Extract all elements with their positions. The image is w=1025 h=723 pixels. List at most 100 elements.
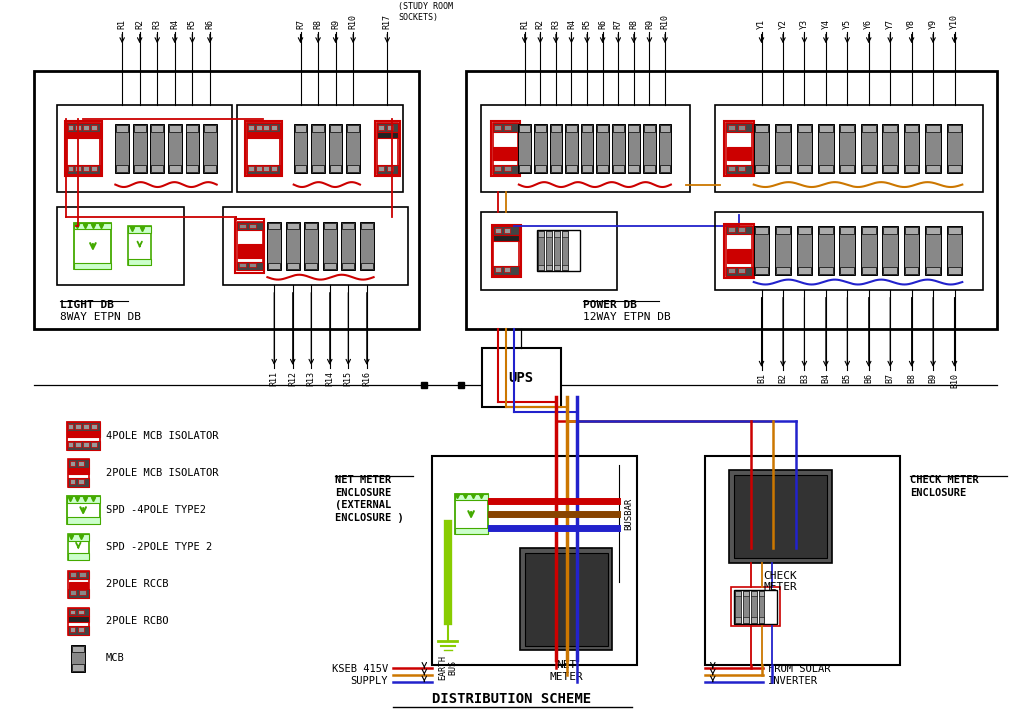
Bar <box>537 231 580 271</box>
Bar <box>495 228 501 234</box>
Bar <box>862 228 875 234</box>
Text: ENCLOSURE ): ENCLOSURE ) <box>334 513 404 523</box>
Bar <box>727 123 751 132</box>
Bar <box>535 125 545 132</box>
Text: R10: R10 <box>348 14 358 29</box>
Bar <box>294 165 306 172</box>
Bar <box>734 475 827 558</box>
Bar <box>731 587 780 626</box>
Bar <box>538 231 544 237</box>
Bar <box>493 226 519 235</box>
Bar <box>504 268 510 273</box>
Bar <box>550 165 562 172</box>
Bar <box>249 223 255 228</box>
Bar <box>68 589 89 598</box>
Bar <box>582 165 592 172</box>
Bar <box>78 609 84 615</box>
Bar <box>714 212 983 290</box>
Bar <box>73 664 84 671</box>
Bar <box>550 125 562 132</box>
Bar <box>67 441 99 450</box>
Text: Y8: Y8 <box>907 19 916 29</box>
Bar <box>627 124 641 173</box>
Bar <box>68 553 89 560</box>
Bar <box>546 231 552 237</box>
Bar <box>65 121 101 176</box>
Text: R16: R16 <box>362 371 371 386</box>
Bar <box>324 262 335 270</box>
Bar <box>83 442 89 447</box>
Text: Y1: Y1 <box>757 19 766 29</box>
Bar <box>70 627 76 632</box>
Text: R2: R2 <box>135 19 145 29</box>
Bar <box>294 125 306 132</box>
Bar <box>520 548 612 651</box>
Bar <box>743 591 749 596</box>
Bar <box>204 125 215 132</box>
Bar <box>248 166 254 171</box>
Bar <box>862 125 875 132</box>
Bar <box>493 165 518 174</box>
Bar <box>245 121 282 176</box>
Bar <box>247 165 280 174</box>
Bar <box>520 165 530 172</box>
Bar <box>378 125 384 130</box>
Bar <box>342 223 354 229</box>
Bar <box>134 165 146 172</box>
Bar <box>819 125 832 132</box>
Bar <box>775 124 790 173</box>
Bar <box>493 226 519 275</box>
Bar <box>753 226 770 275</box>
Text: R17: R17 <box>382 14 392 29</box>
Bar <box>644 165 655 172</box>
Bar <box>727 123 751 174</box>
Text: R8: R8 <box>314 19 323 29</box>
Bar <box>376 123 398 174</box>
Bar <box>263 125 270 130</box>
Bar <box>378 166 384 171</box>
Bar <box>481 212 617 290</box>
Bar <box>725 223 753 278</box>
Bar <box>239 262 246 268</box>
Bar <box>68 125 74 130</box>
Text: B5: B5 <box>843 372 852 382</box>
Bar <box>68 469 89 474</box>
Text: ENCLOSURE: ENCLOSURE <box>334 488 391 497</box>
Bar <box>255 125 261 130</box>
Bar <box>948 268 961 274</box>
Bar <box>729 268 735 273</box>
Bar <box>128 259 152 265</box>
Bar <box>546 265 552 270</box>
Bar <box>341 222 355 270</box>
Text: R3: R3 <box>551 19 561 29</box>
Bar <box>67 422 99 450</box>
Bar <box>83 125 89 130</box>
Bar <box>730 470 831 562</box>
Bar <box>734 589 777 624</box>
Bar <box>758 617 765 623</box>
Bar <box>525 553 608 646</box>
Text: Y10: Y10 <box>950 14 959 29</box>
Bar <box>754 228 769 234</box>
Bar <box>203 124 216 173</box>
Bar <box>884 125 897 132</box>
Bar <box>884 165 897 172</box>
Bar <box>313 165 324 172</box>
Bar <box>78 627 84 632</box>
Text: B1: B1 <box>757 372 766 382</box>
Bar <box>235 218 264 273</box>
Bar <box>248 125 254 130</box>
Bar <box>735 591 741 596</box>
Text: B2: B2 <box>778 372 787 382</box>
Text: R3: R3 <box>153 19 162 29</box>
Bar <box>538 231 544 270</box>
Bar <box>714 105 983 192</box>
Bar <box>758 591 765 596</box>
Bar <box>68 534 89 560</box>
Bar <box>76 442 81 447</box>
Text: R1: R1 <box>520 19 529 29</box>
Bar <box>67 422 99 431</box>
Bar <box>91 442 96 447</box>
Bar <box>776 125 790 132</box>
Bar <box>70 573 76 578</box>
